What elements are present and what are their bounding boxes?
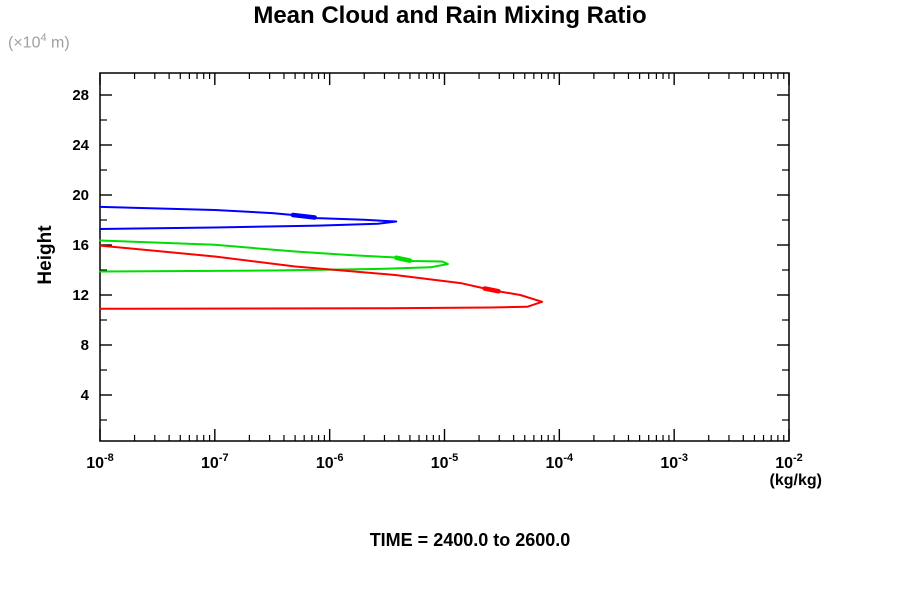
x-tick-label: 10-8 <box>86 452 114 472</box>
y-tick-label: 28 <box>72 87 89 104</box>
y-tick-label: 4 <box>81 387 90 404</box>
red-profile-line <box>99 244 544 310</box>
chart-title: Mean Cloud and Rain Mixing Ratio <box>253 2 647 29</box>
plot-frame <box>99 72 790 442</box>
x-tick-label: 10-6 <box>316 452 344 472</box>
y-tick-label: 16 <box>72 237 89 254</box>
y-units-prefix: (×10 <box>8 34 41 52</box>
blue-profile-label-tick <box>290 212 317 220</box>
green-profile-label-tick <box>394 255 413 263</box>
y-units-exponent: 4 <box>40 32 47 44</box>
time-range-label: TIME = 2400.0 to 2600.0 <box>369 530 571 550</box>
x-axis-units-label: (kg/kg) <box>769 472 822 489</box>
y-units-suffix: m) <box>46 34 70 52</box>
y-tick-label: 20 <box>72 187 89 204</box>
x-tick-label: 10-7 <box>201 452 229 472</box>
red-profile-label-tick <box>482 286 501 294</box>
y-tick-label: 8 <box>81 337 89 354</box>
y-axis-units-label: (×104 m) <box>8 32 70 52</box>
x-tick-label: 10-2 <box>775 452 803 472</box>
blue-profile-line <box>99 205 398 230</box>
x-tick-label: 10-3 <box>660 452 688 472</box>
y-tick-label: 24 <box>72 137 89 154</box>
x-tick-label: 10-5 <box>431 452 459 472</box>
green-profile-line <box>99 239 449 273</box>
y-tick-label: 12 <box>72 287 89 304</box>
x-tick-label: 10-4 <box>546 452 574 472</box>
